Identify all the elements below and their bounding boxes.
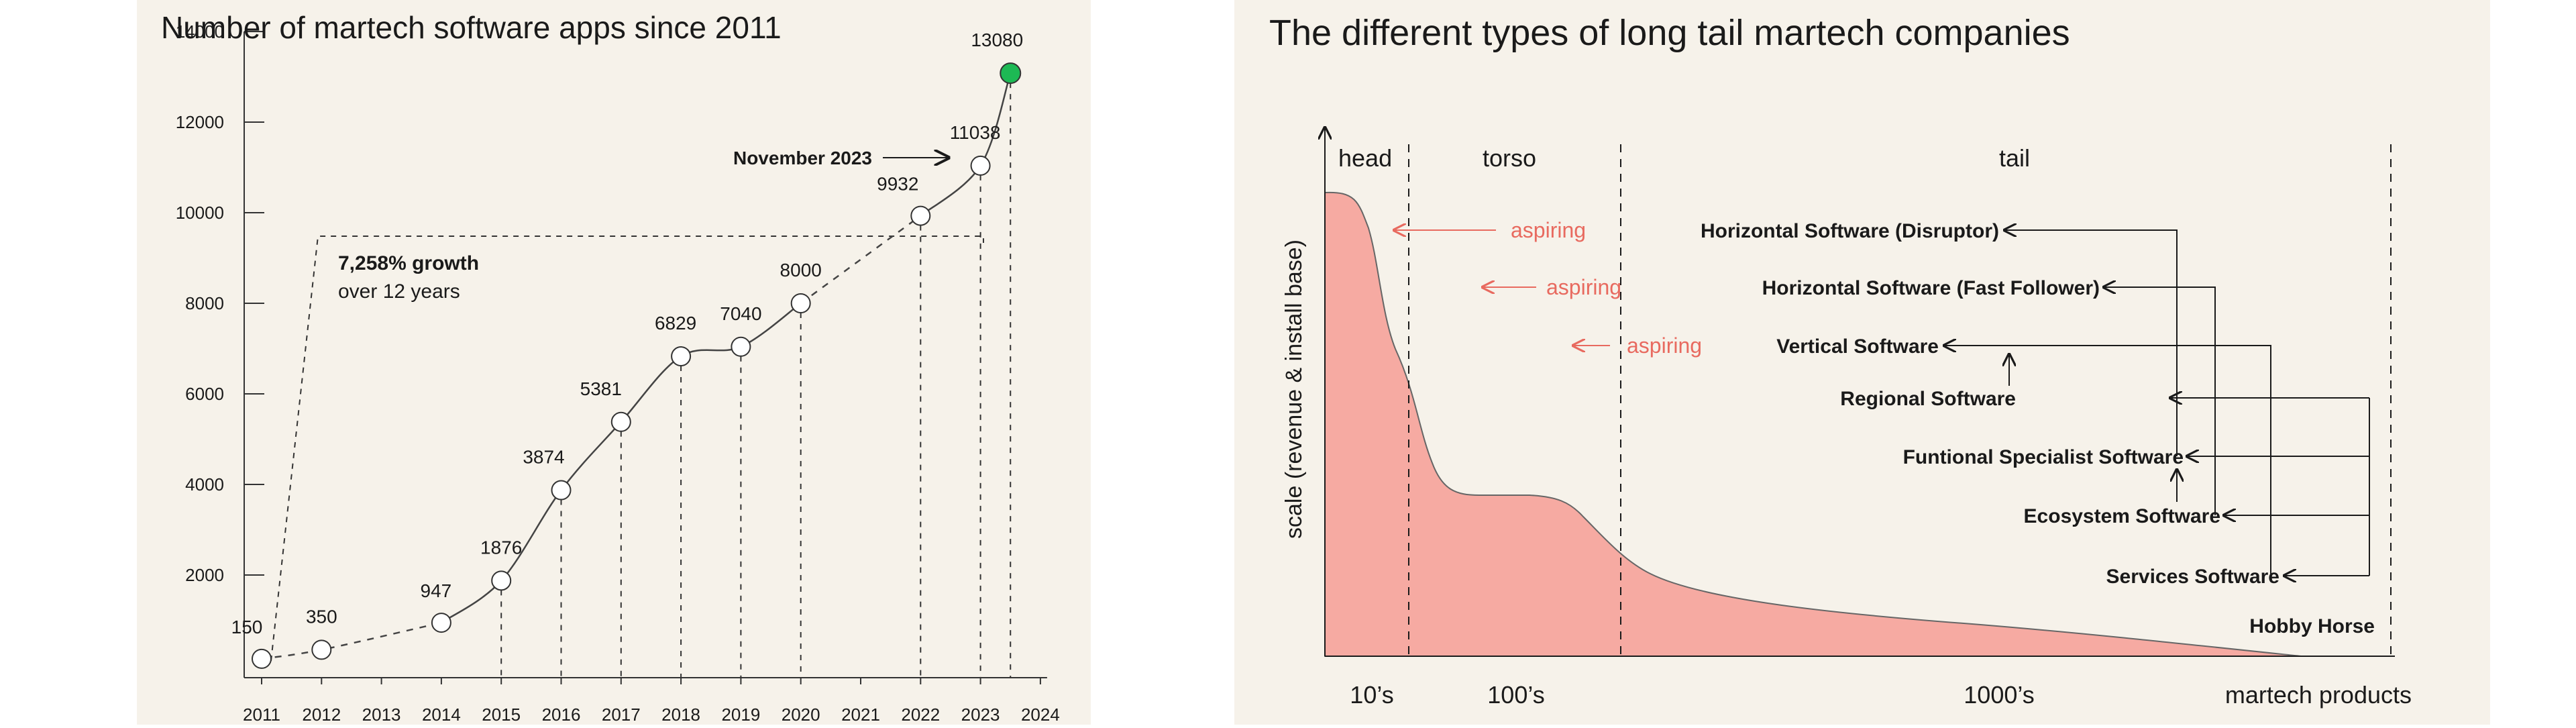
y-tick-label: 6000 <box>185 384 224 404</box>
data-point <box>431 613 451 633</box>
data-label: 1876 <box>480 537 522 558</box>
x-tick-label: 2022 <box>901 705 940 725</box>
data-label: 9932 <box>877 174 918 195</box>
growth-value: 7,258% growth <box>338 252 480 274</box>
category-hobby-horse: Hobby Horse <box>2249 615 2375 637</box>
aspiring-label-3: aspiring <box>1627 333 1702 358</box>
category-horizontal-disruptor: Horizontal Software (Disruptor) <box>1701 220 1999 242</box>
chart-panel-long-tail: The different types of long tail martech… <box>1234 0 2490 725</box>
data-point <box>671 346 692 367</box>
growth-period: over 12 years <box>338 280 460 303</box>
y-axis-label: scale (revenue & install base) <box>1281 240 1307 539</box>
connector-ecosystem-to-fastfollower <box>2104 287 2216 515</box>
x-tick-label: 2018 <box>661 705 700 725</box>
data-point <box>491 570 512 591</box>
y-tick-label: 10000 <box>176 203 224 223</box>
chart-title: Number of martech software apps since 20… <box>161 10 782 45</box>
x-tick-label: 2012 <box>302 705 341 725</box>
x-tick-label: 2024 <box>1021 705 1060 725</box>
category-vertical: Vertical Software <box>1776 335 1939 358</box>
x-tick-label: 2014 <box>422 705 461 725</box>
line-chart: 2000 4000 6000 8000 10000 12000 14000 2011 2012 2… <box>176 21 1060 725</box>
x-tick-100s: 100’s <box>1487 681 1544 709</box>
x-tick-label: 2021 <box>841 705 880 725</box>
y-tick-label: 2000 <box>185 565 224 585</box>
category-regional: Regional Software <box>1840 388 2016 410</box>
x-tick-label: 2011 <box>243 705 280 725</box>
x-axis-label: martech products <box>2225 681 2412 709</box>
y-tick-label: 12000 <box>176 112 224 132</box>
category-services: Services Software <box>2106 566 2279 588</box>
data-label: 947 <box>421 580 452 601</box>
long-tail-area <box>1324 191 2302 657</box>
highlight-label: November 2023 <box>733 148 872 168</box>
data-point <box>790 293 811 313</box>
highlight-point <box>1000 62 1022 85</box>
y-tick-label: 4000 <box>185 474 224 495</box>
data-label: 5381 <box>580 378 622 399</box>
aspiring-label-1: aspiring <box>1511 218 1586 242</box>
data-label: 6829 <box>655 313 696 333</box>
x-tick-label: 2015 <box>482 705 521 725</box>
data-point <box>551 480 572 501</box>
data-label: 3874 <box>523 447 564 468</box>
long-tail-chart: head torso tail scale (revenue & install… <box>1281 0 2412 709</box>
region-head: head <box>1338 144 1392 172</box>
data-point <box>731 336 751 357</box>
data-point <box>970 155 991 176</box>
x-tick-label: 2013 <box>362 705 401 725</box>
x-tick-label: 2017 <box>602 705 641 725</box>
data-label: 7040 <box>720 303 761 324</box>
data-label: 350 <box>306 606 337 627</box>
data-point <box>252 648 272 669</box>
x-tick-label: 2016 <box>542 705 581 725</box>
data-label: 150 <box>231 617 263 637</box>
region-torso: torso <box>1483 144 1536 172</box>
y-tick-label: 14000 <box>176 21 224 42</box>
series-line-gap <box>800 215 922 305</box>
x-tick-label: 2019 <box>721 705 760 725</box>
growth-annotation: 7,258% growth over 12 years <box>338 250 479 306</box>
category-functional-specialist: Funtional Specialist Software <box>1903 446 2184 468</box>
data-label: 11038 <box>950 122 1001 143</box>
connector-services-to-vertical <box>1944 346 2271 576</box>
data-label: 8000 <box>780 260 822 280</box>
x-tick-label: 2023 <box>961 705 1000 725</box>
series-line-early <box>261 621 442 660</box>
aspiring-label-2: aspiring <box>1546 275 1621 299</box>
region-tail: tail <box>1999 144 2030 172</box>
category-ecosystem: Ecosystem Software <box>2024 505 2220 527</box>
growth-bracket <box>270 236 984 662</box>
data-point <box>311 639 332 660</box>
data-point <box>910 205 931 226</box>
y-tick-label: 8000 <box>185 293 224 313</box>
chart-title-long-tail: The different types of long tail martech… <box>1269 13 2070 53</box>
data-label: 13080 <box>971 30 1023 50</box>
x-tick-1000s: 1000’s <box>1964 681 2034 709</box>
x-tick-10s: 10’s <box>1350 681 1393 709</box>
connector-functional-to-disruptor <box>2004 230 2178 456</box>
chart-panel-martech-growth: Number of martech software apps since 20… <box>137 0 1091 725</box>
series-line <box>441 72 1012 624</box>
x-tick-label: 2020 <box>782 705 820 725</box>
category-horizontal-fast-follower: Horizontal Software (Fast Follower) <box>1762 277 2100 299</box>
data-point <box>610 411 631 432</box>
